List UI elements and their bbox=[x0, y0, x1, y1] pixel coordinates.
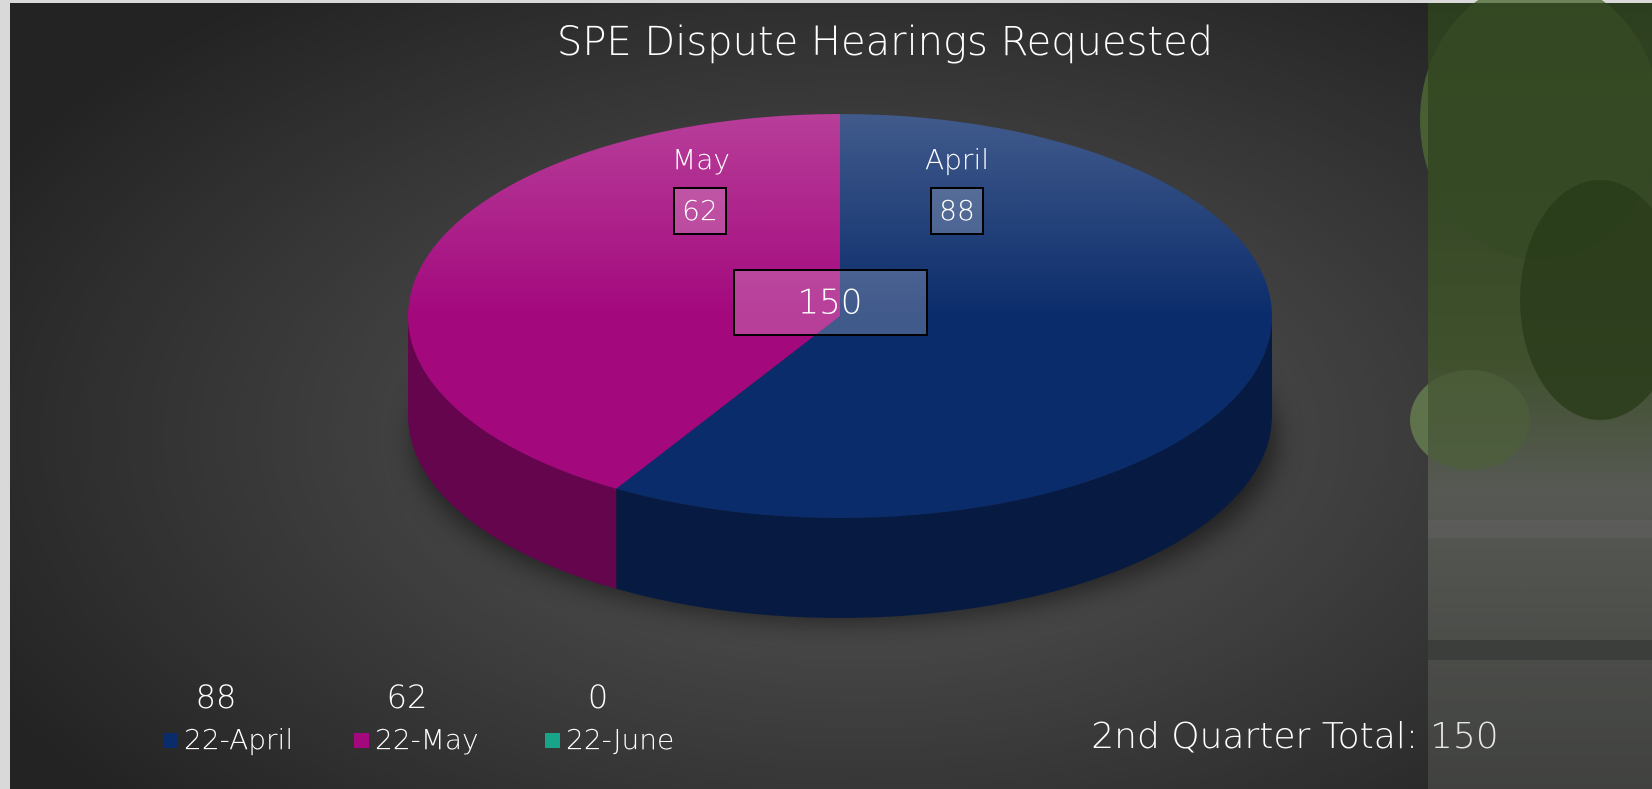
legend-value: 62 bbox=[387, 678, 428, 716]
slice-value: 62 bbox=[682, 194, 718, 227]
legend: 88 22-April 62 22-May 0 22-June bbox=[163, 678, 674, 756]
slice-side bbox=[408, 316, 617, 589]
slice-side bbox=[616, 316, 1272, 618]
legend-label: 22-April bbox=[184, 723, 293, 756]
slice-value: 88 bbox=[939, 194, 975, 227]
legend-swatch bbox=[163, 733, 178, 748]
legend-label: 22-May bbox=[375, 723, 479, 756]
legend-label: 22-June bbox=[566, 723, 674, 756]
pie bbox=[408, 113, 1272, 618]
pie-gloss bbox=[408, 114, 1272, 518]
chart-title: SPE Dispute Hearings Requested bbox=[557, 19, 1213, 65]
total-value: 150 bbox=[1430, 716, 1499, 757]
labels: April 88 May 62 150 bbox=[672, 143, 989, 336]
legend-value: 0 bbox=[588, 678, 608, 716]
value-box bbox=[673, 187, 727, 235]
total-box bbox=[733, 269, 928, 336]
legend-value: 88 bbox=[196, 678, 237, 716]
slice-label: May bbox=[672, 143, 730, 176]
legend-swatch bbox=[545, 733, 560, 748]
total-label: 2nd Quarter Total: bbox=[1091, 716, 1418, 757]
value-box bbox=[930, 187, 984, 235]
legend-swatch bbox=[354, 733, 369, 748]
slice-label: April bbox=[925, 143, 989, 176]
photo bbox=[1410, 0, 1652, 789]
center-total: 150 bbox=[798, 283, 863, 323]
